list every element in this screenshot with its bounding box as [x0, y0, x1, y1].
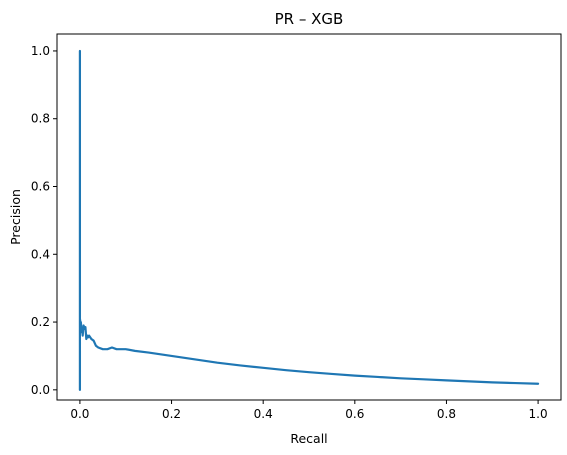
x-tick-label: 0.4 — [254, 407, 273, 421]
x-tick-label: 1.0 — [529, 407, 548, 421]
chart-title: PR – XGB — [275, 10, 344, 28]
y-tick-label: 0.6 — [31, 180, 50, 194]
x-axis-label: Recall — [290, 431, 327, 446]
x-tick-label: 0.2 — [162, 407, 181, 421]
x-tick-label: 0.6 — [345, 407, 364, 421]
series-line-0 — [78, 49, 540, 391]
plot-frame — [56, 33, 562, 401]
y-tick-label: 0.8 — [31, 112, 50, 126]
y-axis-label: Precision — [8, 189, 23, 245]
x-tick-label: 0.0 — [70, 407, 89, 421]
x-tick-label: 0.8 — [437, 407, 456, 421]
y-tick-label: 0.2 — [31, 315, 50, 329]
plot-area: 0.0 0.2 0.4 0.6 0.8 1.0 0.0 0.2 0.4 0.6 0.8 1.0 — [31, 33, 562, 421]
y-tick-label: 1.0 — [31, 44, 50, 58]
y-tick-label: 0.0 — [31, 383, 50, 397]
y-tick-label: 0.4 — [31, 247, 50, 261]
